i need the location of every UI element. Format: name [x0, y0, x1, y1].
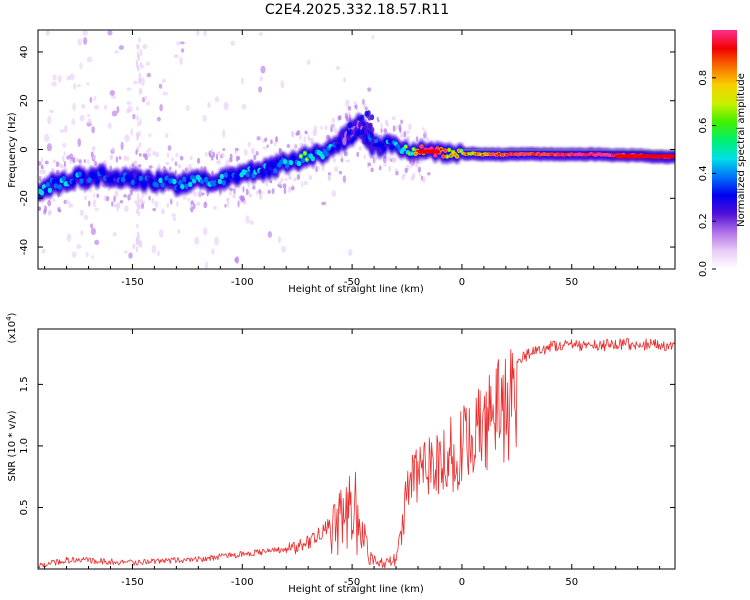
colorbar-tick-label: 0.4 [698, 165, 709, 181]
spectrogram-ylabel: Frequency (Hz) [7, 112, 18, 188]
y-tick-label: -40 [19, 239, 30, 255]
colorbar-tick-label: 0.2 [698, 213, 709, 229]
colorbar-gradient [712, 30, 737, 269]
x-tick-label: 0 [459, 277, 465, 288]
y-tick-label: 40 [19, 46, 30, 59]
y-tick-label: 1.0 [19, 438, 30, 454]
spectrogram-y-ticks: -40 -20 0 20 40 [19, 46, 675, 255]
snr-y-ticks: 0.5 1.0 1.5 [19, 376, 675, 515]
y-tick-label: 1.5 [19, 376, 30, 392]
x-tick-label: -50 [344, 277, 360, 288]
x-tick-label: 50 [565, 277, 578, 288]
snr-frame [37, 328, 676, 570]
snr-panel: -150 -100 -50 0 50 0.5 1.0 1.5 Height of strai… [5, 312, 676, 595]
snr-scale-open: (x10 [7, 321, 18, 344]
x-tick-label: 0 [459, 577, 465, 588]
snr-ylabel: SNR (10 * v/v) [7, 410, 18, 481]
snr-scale-close: ) [7, 312, 18, 316]
heatmap-peak-segment [418, 149, 440, 154]
figure-title: C2E4.2025.332.18.57.R11 [265, 2, 449, 18]
snr-series-line [38, 337, 675, 569]
snr-scale-label: (x104) [5, 312, 18, 343]
spectrogram-heatmap [38, 30, 675, 269]
heatmap-peak-segment [615, 154, 675, 159]
y-tick-label: 0.5 [19, 500, 30, 516]
colorbar-tick-label: 0.0 [698, 261, 709, 277]
y-tick-label: -20 [19, 190, 30, 206]
x-tick-label: -100 [231, 277, 254, 288]
y-tick-label: 20 [19, 94, 30, 107]
x-tick-label: -150 [121, 577, 144, 588]
colorbar: 0.0 0.2 0.4 0.6 0.8 Normalized spectral ampl… [698, 30, 747, 277]
spectrogram-x-ticks: -150 -100 -50 0 50 [44, 30, 661, 288]
x-tick-label: 50 [565, 577, 578, 588]
colorbar-label: Normalized spectral amplitude [736, 73, 747, 227]
spectrogram-xlabel: Height of straight line (km) [288, 284, 424, 295]
x-tick-label: -150 [121, 277, 144, 288]
x-tick-label: -50 [344, 577, 360, 588]
spectrogram-panel: -150 -100 -50 0 50 -40 -20 0 20 40 Height of str… [7, 29, 676, 295]
x-tick-label: -100 [231, 577, 254, 588]
colorbar-tick-label: 0.6 [698, 118, 709, 134]
y-tick-label: 0 [19, 146, 30, 152]
colorbar-ticks: 0.0 0.2 0.4 0.6 0.8 [698, 70, 716, 277]
snr-scale-exp: 4 [5, 316, 13, 321]
snr-x-ticks: -150 -100 -50 0 50 [44, 329, 661, 588]
snr-xlabel: Height of straight line (km) [288, 584, 424, 595]
colorbar-tick-label: 0.8 [698, 70, 709, 86]
